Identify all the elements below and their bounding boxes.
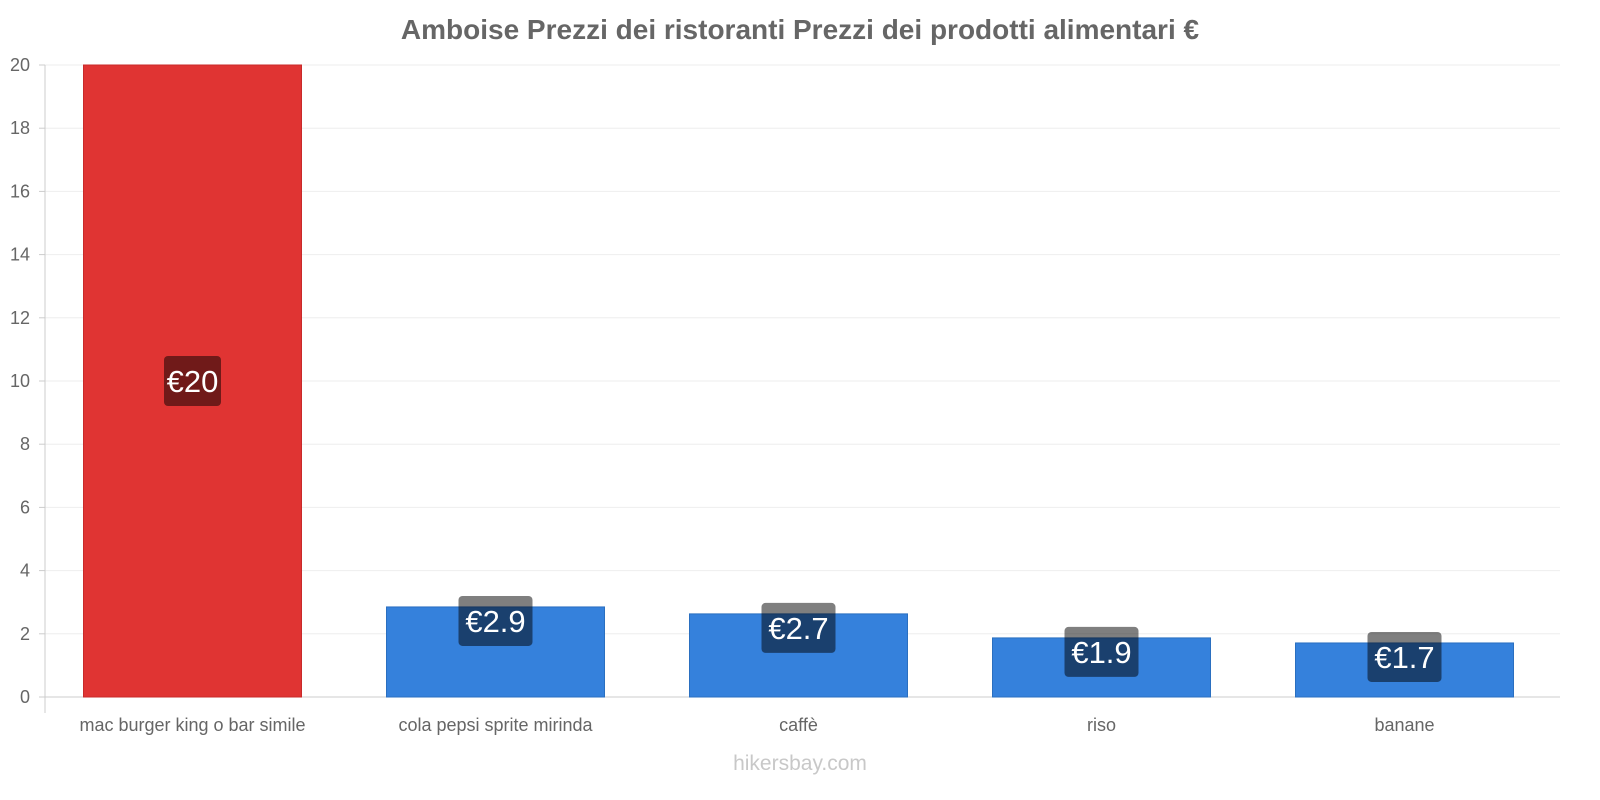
watermark: hikersbay.com bbox=[733, 752, 867, 775]
y-tick-label: 12 bbox=[10, 308, 30, 328]
y-tick-label: 6 bbox=[20, 497, 30, 517]
x-tick-label: banane bbox=[1374, 715, 1434, 735]
y-tick-label: 4 bbox=[20, 561, 30, 581]
data-label-box bbox=[164, 356, 221, 406]
x-tick-label: cola pepsi sprite mirinda bbox=[398, 715, 593, 735]
data-label: €1.9 bbox=[1071, 635, 1131, 670]
chart-title: Amboise Prezzi dei ristoranti Prezzi dei… bbox=[400, 14, 1200, 45]
x-tick-label: riso bbox=[1087, 715, 1116, 735]
x-tick-label: caffè bbox=[779, 715, 818, 735]
data-label: €20 bbox=[167, 364, 219, 399]
y-tick-label: 14 bbox=[10, 245, 30, 265]
data-label-box bbox=[1064, 626, 1139, 677]
data-label-box bbox=[761, 602, 836, 653]
y-tick-label: 16 bbox=[10, 181, 30, 201]
y-tick-label: 2 bbox=[20, 624, 30, 644]
y-tick-label: 0 bbox=[20, 687, 30, 707]
y-tick-label: 18 bbox=[10, 118, 30, 138]
y-tick-label: 10 bbox=[10, 371, 30, 391]
data-label: €2.9 bbox=[465, 604, 525, 639]
y-tick-label: 20 bbox=[10, 55, 30, 75]
y-tick-label: 8 bbox=[20, 434, 30, 454]
data-label: €2.7 bbox=[768, 611, 828, 646]
x-tick-label: mac burger king o bar simile bbox=[79, 715, 305, 735]
data-label-box bbox=[458, 595, 533, 646]
data-label-box bbox=[1367, 631, 1442, 682]
data-label: €1.7 bbox=[1374, 640, 1434, 675]
